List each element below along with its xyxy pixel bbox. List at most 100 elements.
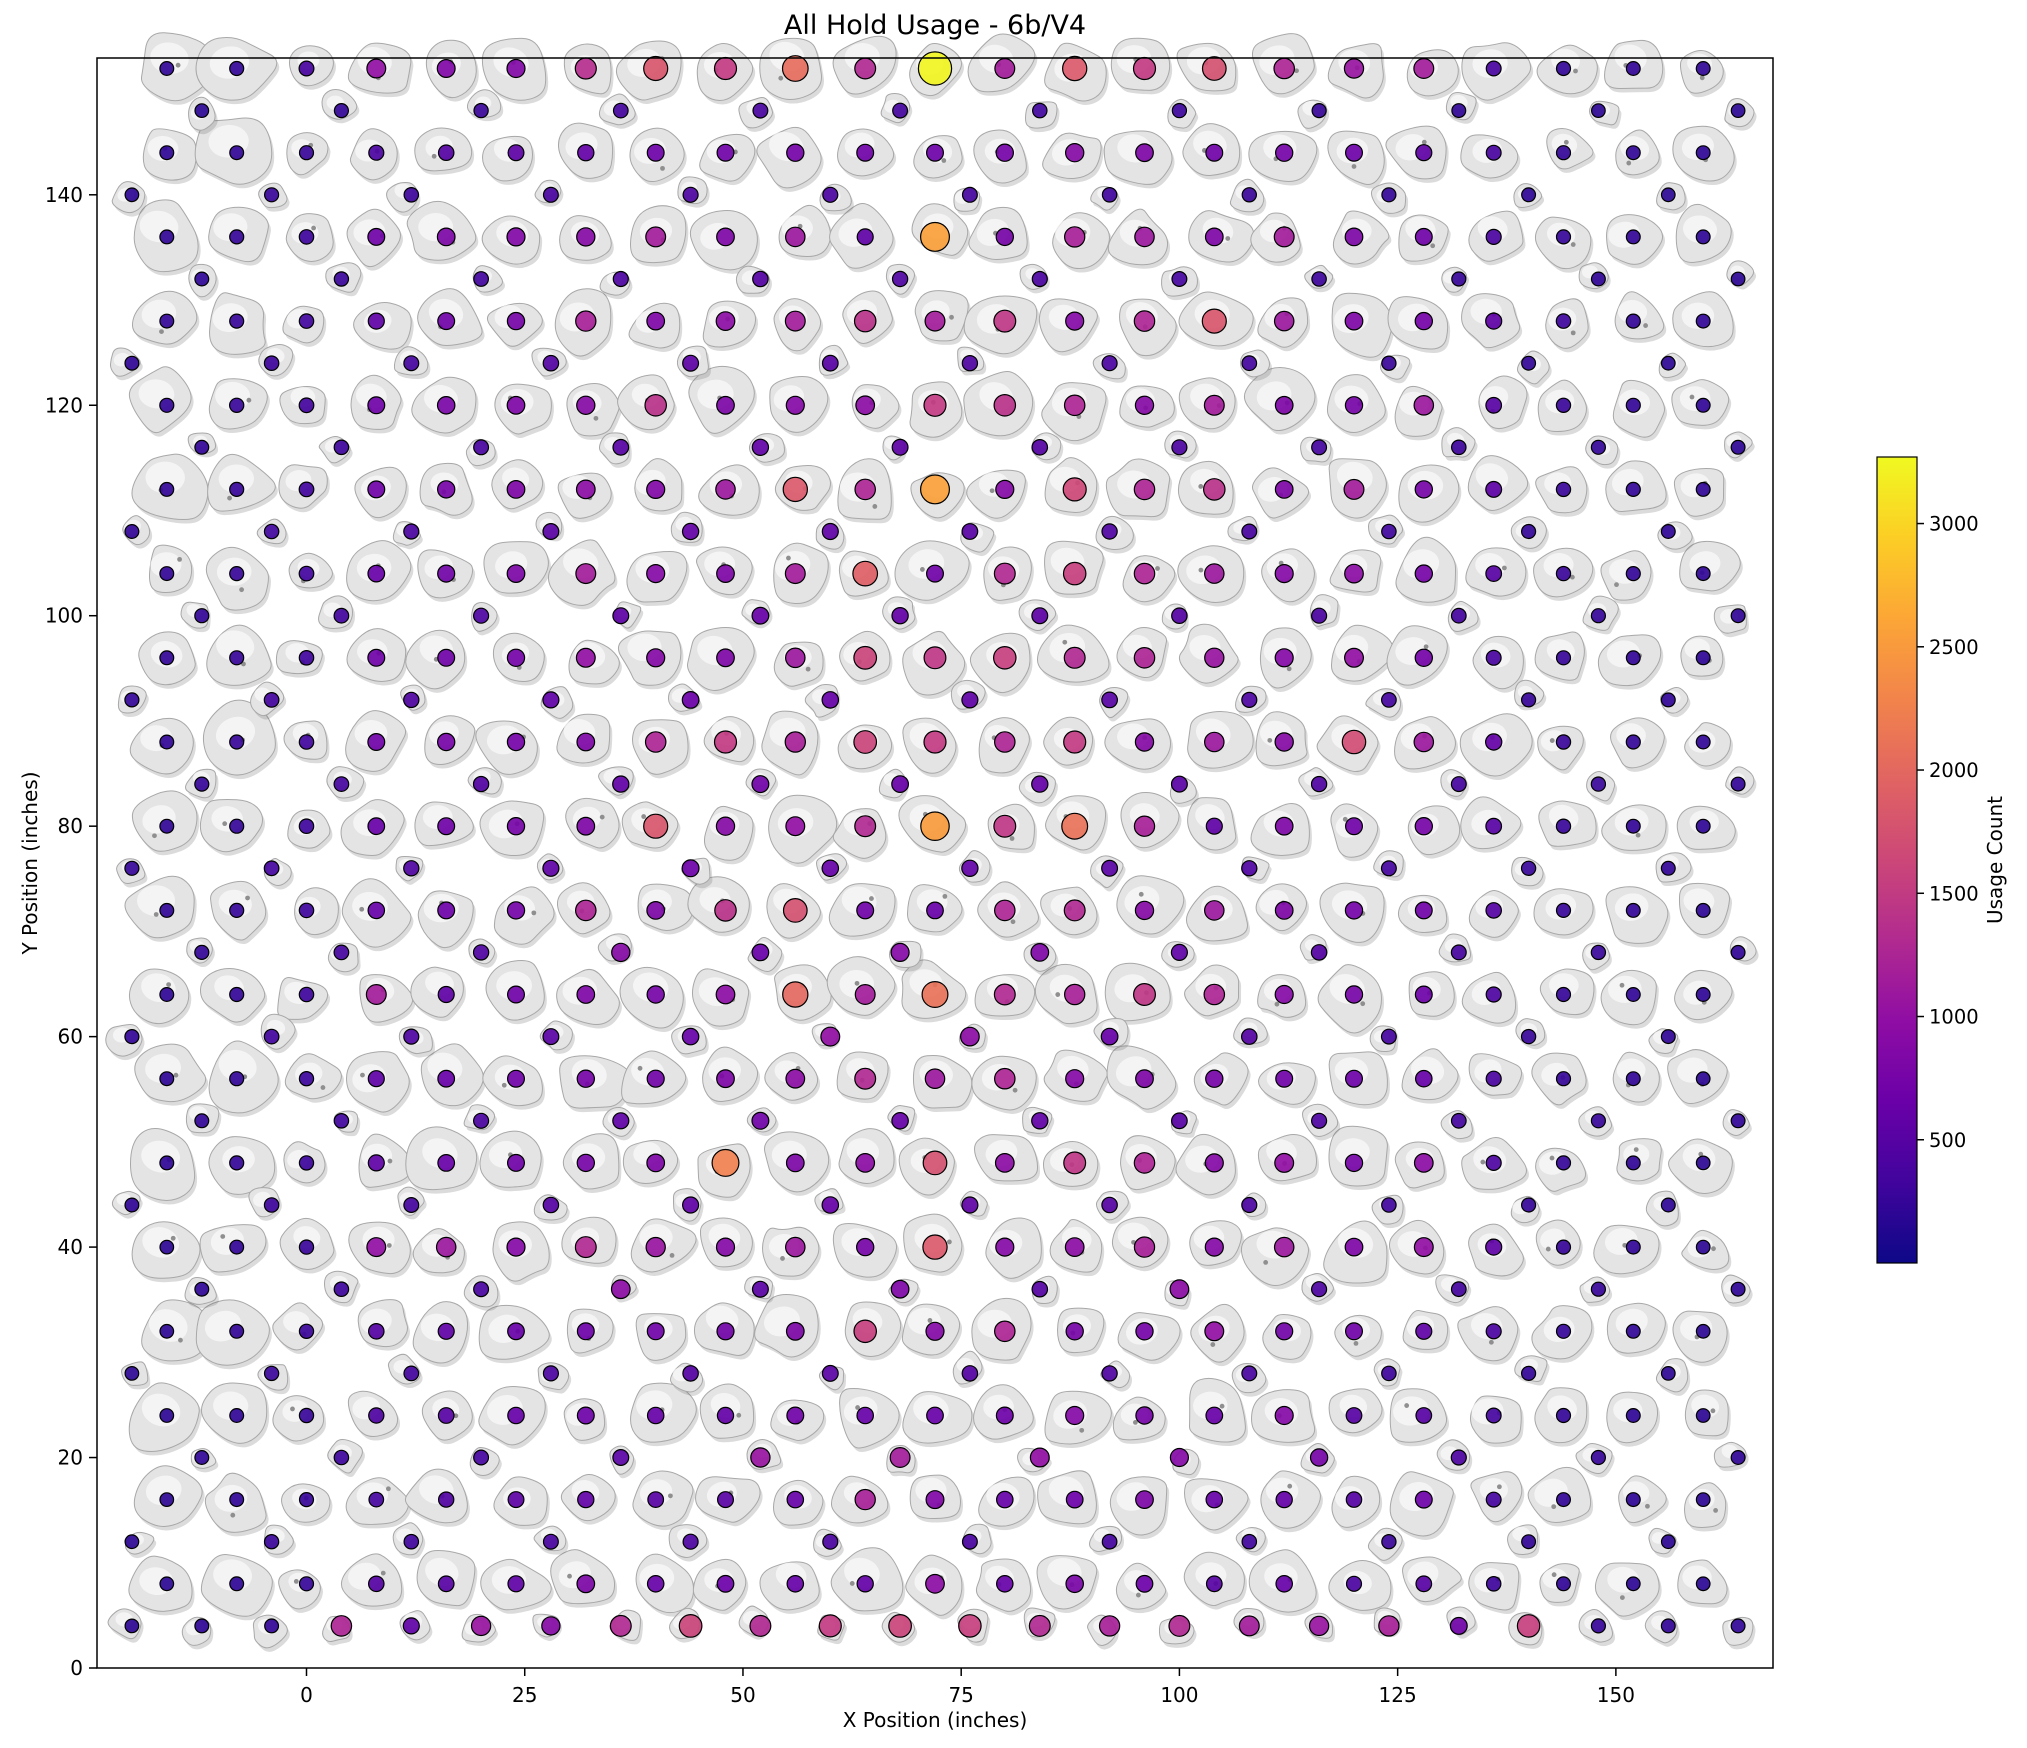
usage-dot <box>1032 102 1048 119</box>
usage-dot <box>716 1491 734 1509</box>
usage-dot <box>1414 480 1434 499</box>
usage-dot <box>647 1491 665 1508</box>
usage-dot <box>1660 1029 1676 1045</box>
usage-dot <box>333 1113 350 1129</box>
usage-dot <box>751 438 770 456</box>
usage-dot <box>542 1533 559 1550</box>
usage-dot <box>1625 1155 1641 1171</box>
usage-dot <box>574 57 597 80</box>
bolt-hole-icon <box>1010 919 1016 925</box>
usage-dot <box>1133 562 1156 585</box>
usage-dot <box>1204 1153 1224 1173</box>
usage-dot <box>1415 1069 1433 1088</box>
usage-dot <box>367 396 386 415</box>
bolt-hole-icon <box>1626 160 1632 166</box>
usage-dot <box>785 816 806 837</box>
colorbar-tick-label: 1500 <box>1929 882 1979 905</box>
usage-dot <box>229 145 245 161</box>
usage-dot <box>1063 394 1086 417</box>
y-tick-label: 80 <box>58 814 83 838</box>
usage-dot <box>1414 817 1434 836</box>
usage-dot <box>1133 478 1156 501</box>
usage-dot <box>1695 818 1711 834</box>
usage-dot <box>1555 1155 1572 1171</box>
usage-dot <box>1308 1615 1330 1637</box>
bolt-hole-icon <box>290 1406 295 1412</box>
y-tick-label: 0 <box>70 1656 83 1680</box>
bolt-hole-icon <box>1713 1507 1719 1513</box>
bolt-hole-icon <box>736 1412 742 1418</box>
usage-dot <box>1168 1614 1191 1637</box>
bolt-hole-icon <box>660 165 665 171</box>
usage-dot <box>1345 1491 1363 1508</box>
usage-dot <box>229 734 245 750</box>
usage-dot <box>1064 142 1085 163</box>
usage-dot <box>925 1321 945 1341</box>
usage-dot <box>159 397 175 413</box>
usage-dot <box>854 1488 876 1511</box>
usage-dot <box>749 1614 772 1637</box>
usage-dot <box>1695 566 1711 582</box>
bolt-hole-icon <box>989 488 995 494</box>
usage-dot <box>1273 1236 1295 1258</box>
usage-dot <box>1169 1279 1190 1300</box>
usage-dot <box>575 479 596 500</box>
usage-dot <box>1203 478 1226 501</box>
usage-dot <box>1555 1071 1572 1087</box>
usage-dot <box>926 901 944 920</box>
usage-dot <box>1274 732 1294 752</box>
usage-dot <box>854 57 877 80</box>
usage-dot <box>473 1281 490 1298</box>
usage-dot <box>437 901 456 920</box>
bolt-hole-icon <box>1155 566 1160 571</box>
usage-dot <box>645 1236 666 1258</box>
usage-dot <box>1274 143 1294 162</box>
usage-dot <box>473 271 490 287</box>
usage-dot <box>542 1365 560 1382</box>
usage-dot <box>1274 901 1294 920</box>
usage-dot <box>855 395 876 416</box>
usage-dot <box>1204 227 1224 247</box>
usage-dot <box>1625 734 1641 750</box>
usage-dot <box>368 144 385 161</box>
usage-dot <box>1063 646 1086 669</box>
usage-dot <box>751 606 770 625</box>
usage-dot <box>1241 1028 1258 1045</box>
usage-dot <box>124 1534 140 1550</box>
usage-dot <box>1625 1492 1641 1508</box>
usage-dot <box>194 271 210 287</box>
usage-dot <box>367 1154 385 1172</box>
usage-dot <box>1344 1322 1363 1341</box>
hold-highlight <box>1548 804 1579 830</box>
usage-dot <box>1344 563 1364 584</box>
usage-dot <box>610 1279 631 1300</box>
bolt-hole-icon <box>1633 1147 1639 1153</box>
usage-dot <box>1133 310 1156 332</box>
bolt-hole-icon <box>1563 139 1569 145</box>
usage-dot <box>1485 228 1502 245</box>
usage-dot <box>919 221 950 252</box>
usage-dot <box>1065 1069 1085 1089</box>
usage-dot <box>1625 1323 1641 1339</box>
usage-dot <box>472 775 490 793</box>
usage-dot <box>1413 1152 1434 1173</box>
usage-dot <box>1485 1491 1502 1508</box>
hold-highlight <box>218 1049 257 1082</box>
usage-dot <box>960 1026 980 1047</box>
usage-dot <box>1135 1490 1154 1509</box>
bolt-hole-icon <box>920 567 925 572</box>
usage-dot <box>506 732 526 752</box>
usage-dot <box>542 186 559 203</box>
usage-dot <box>1065 1490 1084 1509</box>
usage-dot <box>1695 734 1711 750</box>
bolt-hole-icon <box>1062 639 1068 645</box>
usage-dot <box>1590 1281 1607 1297</box>
usage-dot <box>1204 1321 1225 1342</box>
usage-dot <box>612 1112 630 1130</box>
usage-dot <box>124 692 140 708</box>
usage-dot <box>1413 731 1435 753</box>
usage-dot <box>644 731 667 753</box>
usage-dot <box>961 1533 978 1550</box>
usage-dot <box>853 309 877 333</box>
usage-dot <box>1274 563 1294 584</box>
